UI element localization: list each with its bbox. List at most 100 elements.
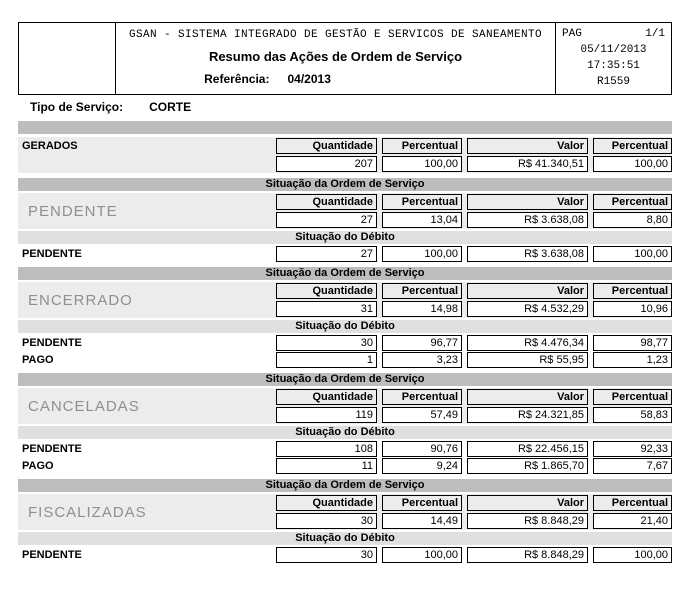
quantidade-value: 27 (276, 212, 377, 228)
service-type-value: CORTE (149, 100, 192, 114)
ordem-servico-bar: Situação da Ordem de Serviço (18, 373, 672, 386)
valor-value: R$ 24.321,85 (467, 407, 588, 423)
column-header-row: Quantidade Percentual Valor Percentual (276, 194, 672, 210)
debit-values: 30 100,00 R$ 8.848,29 100,00 (276, 547, 672, 563)
debito-bar: Situação do Débito (18, 426, 672, 439)
top-bar (18, 121, 672, 134)
valor-percentual-value: 8,80 (593, 212, 672, 228)
percentual-value: 100,00 (382, 547, 462, 563)
section-label: CANCELADAS (28, 397, 140, 415)
quantidade-value: 30 (276, 513, 377, 529)
section-label-cell: FISCALIZADAS (18, 494, 276, 530)
debit-label: PENDENTE (22, 337, 82, 349)
valor-percentual-value: 92,33 (593, 441, 672, 457)
debit-row: PENDENTE 30 96,77 R$ 4.476,34 98,77 (18, 335, 672, 351)
quantidade-value: 1 (276, 352, 377, 368)
debit-label: PAGO (22, 460, 54, 472)
report-time: 17:35:51 (587, 60, 640, 72)
header-center-cell: GSAN - SISTEMA INTEGRADO DE GESTÃO E SER… (116, 23, 555, 94)
debit-values: 1 3,23 R$ 55,95 1,23 (276, 352, 672, 368)
column-header-quantidade: Quantidade (276, 138, 377, 154)
column-header-percentual: Percentual (382, 389, 462, 405)
reference-value: 04/2013 (287, 72, 331, 86)
valor-value: R$ 22.456,15 (467, 441, 588, 457)
column-header-percentual: Percentual (382, 194, 462, 210)
reference-line: Referência: 04/2013 (204, 72, 331, 86)
report-code: R1559 (596, 76, 630, 88)
valor-percentual-value: 100,00 (593, 547, 672, 563)
section-encerrado: ENCERRADO Quantidade Percentual Valor Pe… (18, 282, 672, 318)
column-header-quantidade: Quantidade (276, 495, 377, 511)
column-header-valor-percentual: Percentual (593, 194, 672, 210)
percentual-value: 3,23 (382, 352, 462, 368)
quantidade-value: 11 (276, 458, 377, 474)
column-header-valor-percentual: Percentual (593, 389, 672, 405)
quantidade-value: 27 (276, 246, 377, 262)
service-type-line: Tipo de Serviço: CORTE (30, 100, 191, 114)
debito-bar: Situação do Débito (18, 320, 672, 333)
valor-percentual-value: 58,83 (593, 407, 672, 423)
quantidade-value: 108 (276, 441, 377, 457)
column-header-valor-percentual: Percentual (593, 138, 672, 154)
section-label: ENCERRADO (28, 291, 133, 309)
ordem-servico-bar: Situação da Ordem de Serviço (18, 178, 672, 191)
debit-label: PENDENTE (22, 248, 82, 260)
section-label: PENDENTE (28, 202, 118, 220)
column-header-row: Quantidade Percentual Valor Percentual (276, 138, 672, 154)
section-rows: Quantidade Percentual Valor Percentual 3… (276, 282, 672, 318)
percentual-value: 100,00 (382, 156, 462, 172)
column-header-valor: Valor (467, 194, 588, 210)
valor-value: R$ 3.638,08 (467, 212, 588, 228)
debit-label: PENDENTE (22, 443, 82, 455)
valor-value: R$ 8.848,29 (467, 547, 588, 563)
debit-values: 11 9,24 R$ 1.865,70 7,67 (276, 458, 672, 474)
debit-row: PENDENTE 30 100,00 R$ 8.848,29 100,00 (18, 547, 672, 563)
section-label: FISCALIZADAS (28, 503, 147, 521)
debit-values: 27 100,00 R$ 3.638,08 100,00 (276, 246, 672, 262)
debit-row: PAGO 11 9,24 R$ 1.865,70 7,67 (18, 458, 672, 474)
column-header-row: Quantidade Percentual Valor Percentual (276, 495, 672, 511)
ordem-servico-bar: Situação da Ordem de Serviço (18, 479, 672, 492)
section-rows: Quantidade Percentual Valor Percentual 2… (276, 137, 672, 173)
section-label-cell: GERADOS (18, 137, 276, 173)
debit-row: PENDENTE 108 90,76 R$ 22.456,15 92,33 (18, 441, 672, 457)
section-gerados: GERADOS Quantidade Percentual Valor Perc… (18, 137, 672, 173)
column-header-percentual: Percentual (382, 283, 462, 299)
report-body: GERADOS Quantidade Percentual Valor Perc… (18, 121, 672, 563)
reference-label: Referência: (204, 72, 270, 86)
percentual-value: 57,49 (382, 407, 462, 423)
debito-bar: Situação do Débito (18, 532, 672, 545)
percentual-value: 90,76 (382, 441, 462, 457)
column-header-quantidade: Quantidade (276, 194, 377, 210)
column-header-percentual: Percentual (382, 138, 462, 154)
quantidade-value: 30 (276, 547, 377, 563)
section-rows: Quantidade Percentual Valor Percentual 2… (276, 193, 672, 229)
debit-values: 108 90,76 R$ 22.456,15 92,33 (276, 441, 672, 457)
debit-row: PENDENTE 27 100,00 R$ 3.638,08 100,00 (18, 246, 672, 262)
valor-value: R$ 4.476,34 (467, 335, 588, 351)
valor-percentual-value: 21,40 (593, 513, 672, 529)
column-header-quantidade: Quantidade (276, 283, 377, 299)
system-name: GSAN - SISTEMA INTEGRADO DE GESTÃO E SER… (128, 29, 543, 41)
percentual-value: 96,77 (382, 335, 462, 351)
section-label: GERADOS (22, 140, 78, 152)
section-rows: Quantidade Percentual Valor Percentual 3… (276, 494, 672, 530)
quantidade-value: 119 (276, 407, 377, 423)
valor-value: R$ 3.638,08 (467, 246, 588, 262)
valor-value: R$ 4.532,29 (467, 301, 588, 317)
value-row: 27 13,04 R$ 3.638,08 8,80 (276, 212, 672, 228)
quantidade-value: 30 (276, 335, 377, 351)
column-header-row: Quantidade Percentual Valor Percentual (276, 283, 672, 299)
page-label: PAG (562, 28, 582, 40)
value-row: 31 14,98 R$ 4.532,29 10,96 (276, 301, 672, 317)
valor-percentual-value: 10,96 (593, 301, 672, 317)
value-row: 30 14,49 R$ 8.848,29 21,40 (276, 513, 672, 529)
debit-label: PAGO (22, 354, 54, 366)
valor-percentual-value: 100,00 (593, 246, 672, 262)
value-row: 207 100,00 R$ 41.340,51 100,00 (276, 156, 672, 172)
section-rows: Quantidade Percentual Valor Percentual 1… (276, 388, 672, 424)
quantidade-value: 31 (276, 301, 377, 317)
column-header-quantidade: Quantidade (276, 389, 377, 405)
ordem-servico-bar: Situação da Ordem de Serviço (18, 267, 672, 280)
column-header-valor: Valor (467, 495, 588, 511)
